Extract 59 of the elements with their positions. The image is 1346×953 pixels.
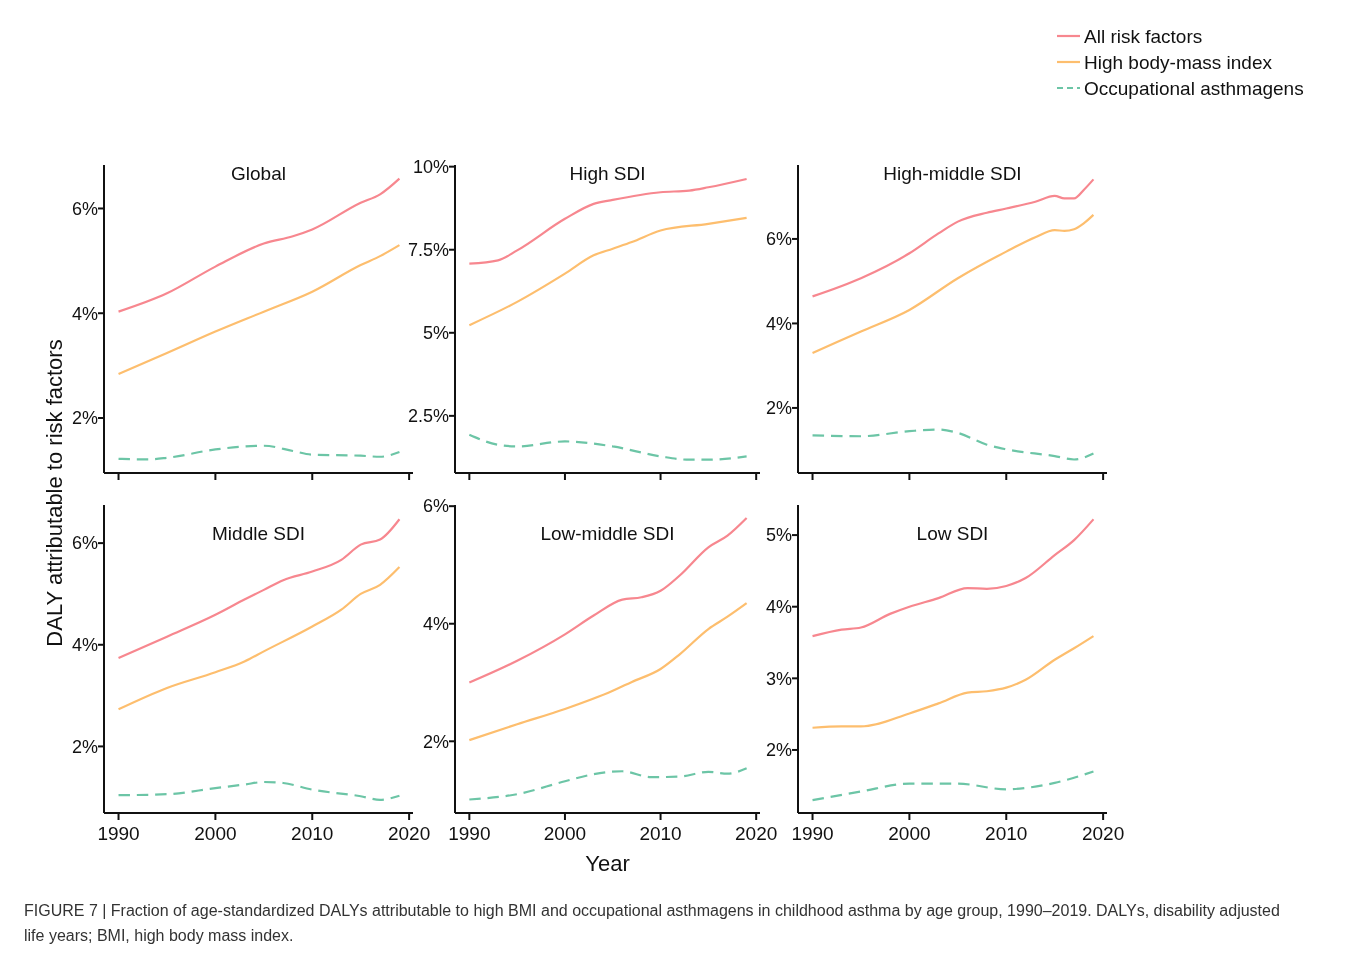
legend-label: Occupational asthmagens bbox=[1084, 77, 1304, 99]
y-tick-label: 2.5% bbox=[407, 406, 449, 427]
x-tick-label: 1990 bbox=[97, 823, 140, 844]
line-series bbox=[117, 518, 401, 660]
x-tick-label: 2000 bbox=[194, 823, 237, 844]
x-tick-label: 1990 bbox=[448, 823, 491, 844]
line-series bbox=[811, 428, 1095, 461]
x-tick-label: 2010 bbox=[291, 823, 334, 844]
line-series bbox=[117, 444, 401, 461]
line-series bbox=[117, 565, 401, 711]
line-series bbox=[468, 767, 748, 801]
chart-title: High-middle SDI bbox=[883, 162, 1022, 184]
x-tick-label: 2000 bbox=[543, 823, 587, 844]
y-tick-label: 6% bbox=[765, 229, 792, 250]
y-tick-label: 2% bbox=[71, 408, 98, 429]
x-tick-label: 2020 bbox=[387, 823, 431, 844]
line-series bbox=[468, 516, 748, 684]
text: Low SDI bbox=[916, 522, 989, 544]
legend-label: High body-mass index bbox=[1084, 51, 1273, 73]
y-tick-label: 6% bbox=[71, 533, 98, 554]
x-tick-label: 2020 bbox=[1081, 823, 1125, 844]
chart-title: Global bbox=[231, 162, 286, 184]
x-axis-title: Year bbox=[585, 851, 630, 876]
x-tick-label: 2010 bbox=[985, 823, 1028, 844]
text: Low-middle SDI bbox=[540, 522, 675, 544]
caption: FIGURE 7 | Fraction of age-standardized DALYs attributable to high BMI and occupational asthmagens in childhood asthma by age group, 1990–2019. DALYs, disability adjusted life years; BMI, high body mass index. bbox=[24, 902, 1280, 944]
line-series bbox=[468, 433, 748, 461]
x-tick-label: 2000 bbox=[888, 823, 931, 844]
y-tick-label: 4% bbox=[765, 597, 792, 618]
y-tick-label: 4% bbox=[765, 313, 792, 334]
line-series bbox=[811, 770, 1095, 802]
y-tick-label: 10% bbox=[412, 156, 449, 177]
y-axis-title: DALY attributable to risk factors bbox=[42, 339, 67, 647]
line-series bbox=[811, 634, 1095, 729]
y-tick-label: 5% bbox=[422, 323, 449, 344]
y-tick-label: 6% bbox=[71, 198, 98, 219]
y-tick-label: 4% bbox=[422, 614, 449, 635]
line-series bbox=[117, 780, 401, 801]
text: Middle SDI bbox=[212, 522, 305, 544]
y-tick-label: 3% bbox=[765, 668, 792, 689]
line-series bbox=[117, 244, 401, 376]
x-tick-label: 2010 bbox=[639, 823, 682, 844]
line-series bbox=[811, 518, 1095, 638]
y-tick-label: 2% bbox=[71, 736, 98, 757]
y-tick-label: 7.5% bbox=[407, 240, 449, 261]
y-tick-label: 4% bbox=[71, 303, 98, 324]
legend-label: All risk factors bbox=[1084, 25, 1203, 47]
y-tick-label: 6% bbox=[422, 496, 449, 517]
line-series bbox=[811, 213, 1095, 355]
line-series bbox=[468, 602, 748, 742]
x-tick-label: 2020 bbox=[735, 823, 778, 844]
line-series bbox=[468, 216, 748, 327]
y-tick-label: 5% bbox=[765, 525, 792, 546]
chart-title: High SDI bbox=[569, 162, 646, 184]
y-tick-label: 2% bbox=[765, 398, 792, 419]
y-tick-label: 2% bbox=[765, 740, 792, 761]
y-tick-label: 2% bbox=[422, 731, 449, 752]
x-tick-label: 1990 bbox=[791, 823, 834, 844]
y-tick-label: 4% bbox=[71, 635, 98, 656]
